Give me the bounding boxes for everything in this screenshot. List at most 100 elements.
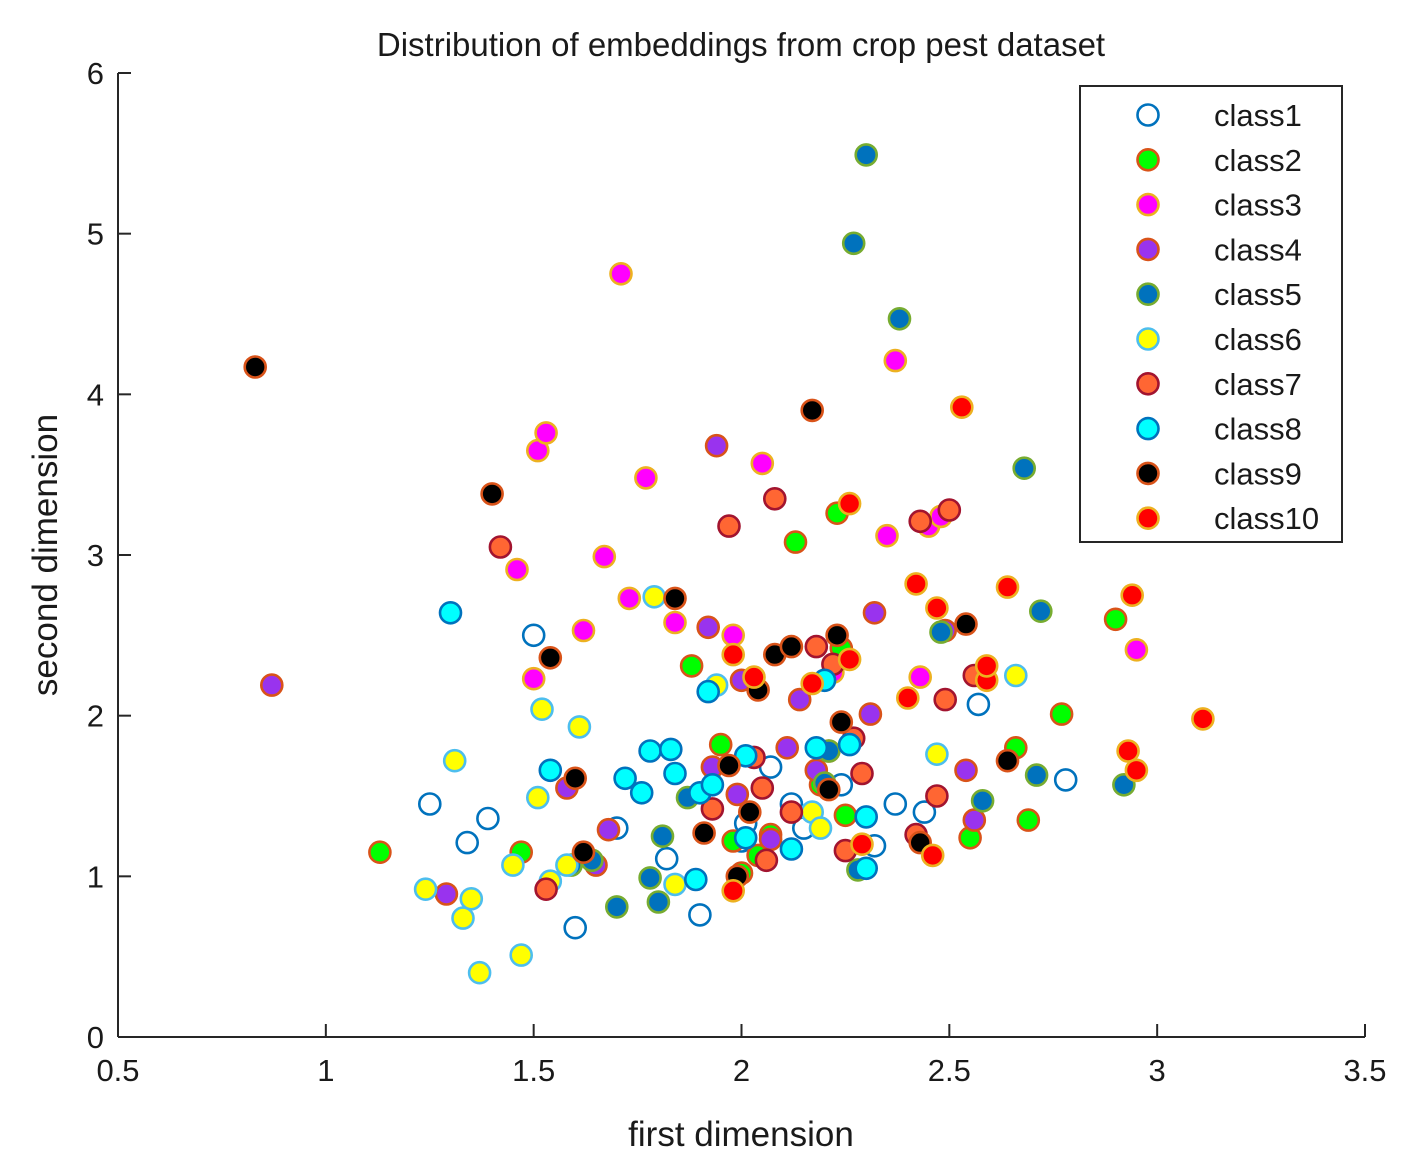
class10-point bbox=[837, 491, 862, 516]
y-tick-label: 2 bbox=[87, 699, 104, 734]
class3-point bbox=[875, 523, 899, 548]
class9-point bbox=[816, 777, 841, 802]
class5-point bbox=[887, 306, 912, 331]
class4-point bbox=[758, 827, 783, 852]
class7-point bbox=[762, 486, 787, 511]
class1-point bbox=[521, 623, 546, 648]
class3-point bbox=[750, 451, 775, 476]
class8-point bbox=[854, 856, 879, 881]
legend-label-class3: class3 bbox=[1214, 188, 1302, 223]
class7-point bbox=[925, 784, 949, 808]
legend-marker-class9 bbox=[1136, 461, 1160, 486]
class2-point bbox=[1049, 702, 1074, 726]
legend-marker-class3 bbox=[1136, 192, 1160, 217]
class2-point bbox=[679, 654, 704, 678]
x-tick-label: 3.5 bbox=[1343, 1053, 1386, 1088]
class7-point bbox=[804, 634, 829, 659]
class10-point bbox=[974, 654, 999, 678]
class8-point bbox=[804, 735, 829, 760]
class3-point bbox=[1124, 637, 1149, 662]
class6-point bbox=[451, 906, 475, 930]
class6-point bbox=[925, 742, 949, 767]
legend: class1 class2 class3 class4 class5 class6 clas… bbox=[1079, 85, 1343, 543]
class10-point bbox=[925, 596, 949, 620]
class9-point bbox=[717, 753, 741, 778]
class1-point bbox=[966, 692, 991, 717]
class2-point bbox=[1103, 607, 1128, 632]
legend-marker-class5 bbox=[1136, 282, 1160, 307]
x-tick-label: 3 bbox=[1149, 1053, 1166, 1088]
class4-point bbox=[696, 615, 721, 640]
class6-point bbox=[642, 584, 667, 609]
class7-point bbox=[717, 514, 741, 538]
class5-point bbox=[646, 890, 671, 914]
class8-point bbox=[854, 805, 879, 829]
class8-point bbox=[683, 867, 708, 892]
class3-point bbox=[721, 623, 746, 648]
class5-point bbox=[854, 143, 879, 167]
scatter-points bbox=[243, 143, 1215, 985]
class9-point bbox=[692, 821, 716, 845]
class10-point bbox=[850, 832, 874, 857]
legend-marker-class4 bbox=[1136, 237, 1160, 262]
class3-point bbox=[571, 618, 596, 643]
class9-point bbox=[995, 748, 1020, 773]
class10-point bbox=[1120, 583, 1144, 608]
x-axis-ticks: 0.5 1 1.5 2 2.5 3 3.5 bbox=[96, 1024, 1387, 1088]
class9-point bbox=[563, 766, 588, 791]
y-tick-label: 4 bbox=[87, 377, 104, 412]
legend-marker-class10 bbox=[1136, 506, 1160, 531]
class8-point bbox=[613, 766, 637, 791]
class6-point bbox=[467, 960, 492, 985]
class8-point bbox=[538, 758, 563, 783]
class6-point bbox=[442, 748, 467, 773]
class4-point bbox=[787, 687, 812, 712]
legend-label-class1: class1 bbox=[1214, 98, 1302, 133]
class4-point bbox=[954, 758, 978, 783]
class5-point bbox=[841, 231, 866, 256]
class7-point bbox=[750, 776, 775, 800]
class9-point bbox=[243, 355, 267, 379]
class7-point bbox=[488, 535, 513, 559]
class10-point bbox=[1124, 758, 1149, 783]
class5-point bbox=[1024, 763, 1049, 787]
class3-point bbox=[505, 557, 529, 582]
class7-point bbox=[933, 687, 958, 712]
legend-label-class6: class6 bbox=[1214, 322, 1302, 357]
class1-point bbox=[688, 903, 712, 927]
class8-point bbox=[638, 739, 662, 763]
x-tick-label: 1 bbox=[317, 1053, 334, 1088]
class9-point bbox=[663, 586, 687, 611]
class2-point bbox=[368, 840, 392, 865]
class6-point bbox=[1003, 663, 1028, 688]
class4-point bbox=[962, 808, 987, 832]
class3-point bbox=[609, 261, 633, 286]
class8-point bbox=[700, 772, 725, 797]
class3-point bbox=[592, 544, 617, 569]
class8-point bbox=[658, 737, 683, 762]
class6-point bbox=[525, 785, 550, 810]
class9-point bbox=[800, 398, 825, 423]
x-tick-label: 0.5 bbox=[96, 1053, 139, 1088]
class4-point bbox=[596, 817, 621, 842]
class3-point bbox=[534, 421, 558, 445]
class5-point bbox=[604, 895, 629, 919]
class1-point bbox=[883, 792, 908, 816]
class8-point bbox=[438, 600, 463, 625]
class7-point bbox=[937, 498, 962, 522]
class8-point bbox=[663, 761, 687, 786]
class5-point bbox=[1029, 599, 1053, 624]
class10-point bbox=[895, 686, 920, 710]
x-axis-label: first dimension bbox=[628, 1115, 854, 1154]
class7-point bbox=[850, 761, 874, 786]
class8-point bbox=[779, 837, 804, 861]
y-tick-label: 0 bbox=[87, 1020, 104, 1055]
class6-point bbox=[663, 872, 687, 897]
class1-point bbox=[417, 792, 442, 816]
class10-point bbox=[949, 395, 974, 420]
x-tick-label: 2 bbox=[733, 1053, 750, 1088]
class9-point bbox=[538, 645, 563, 670]
class9-point bbox=[954, 612, 978, 636]
class10-point bbox=[742, 665, 766, 689]
